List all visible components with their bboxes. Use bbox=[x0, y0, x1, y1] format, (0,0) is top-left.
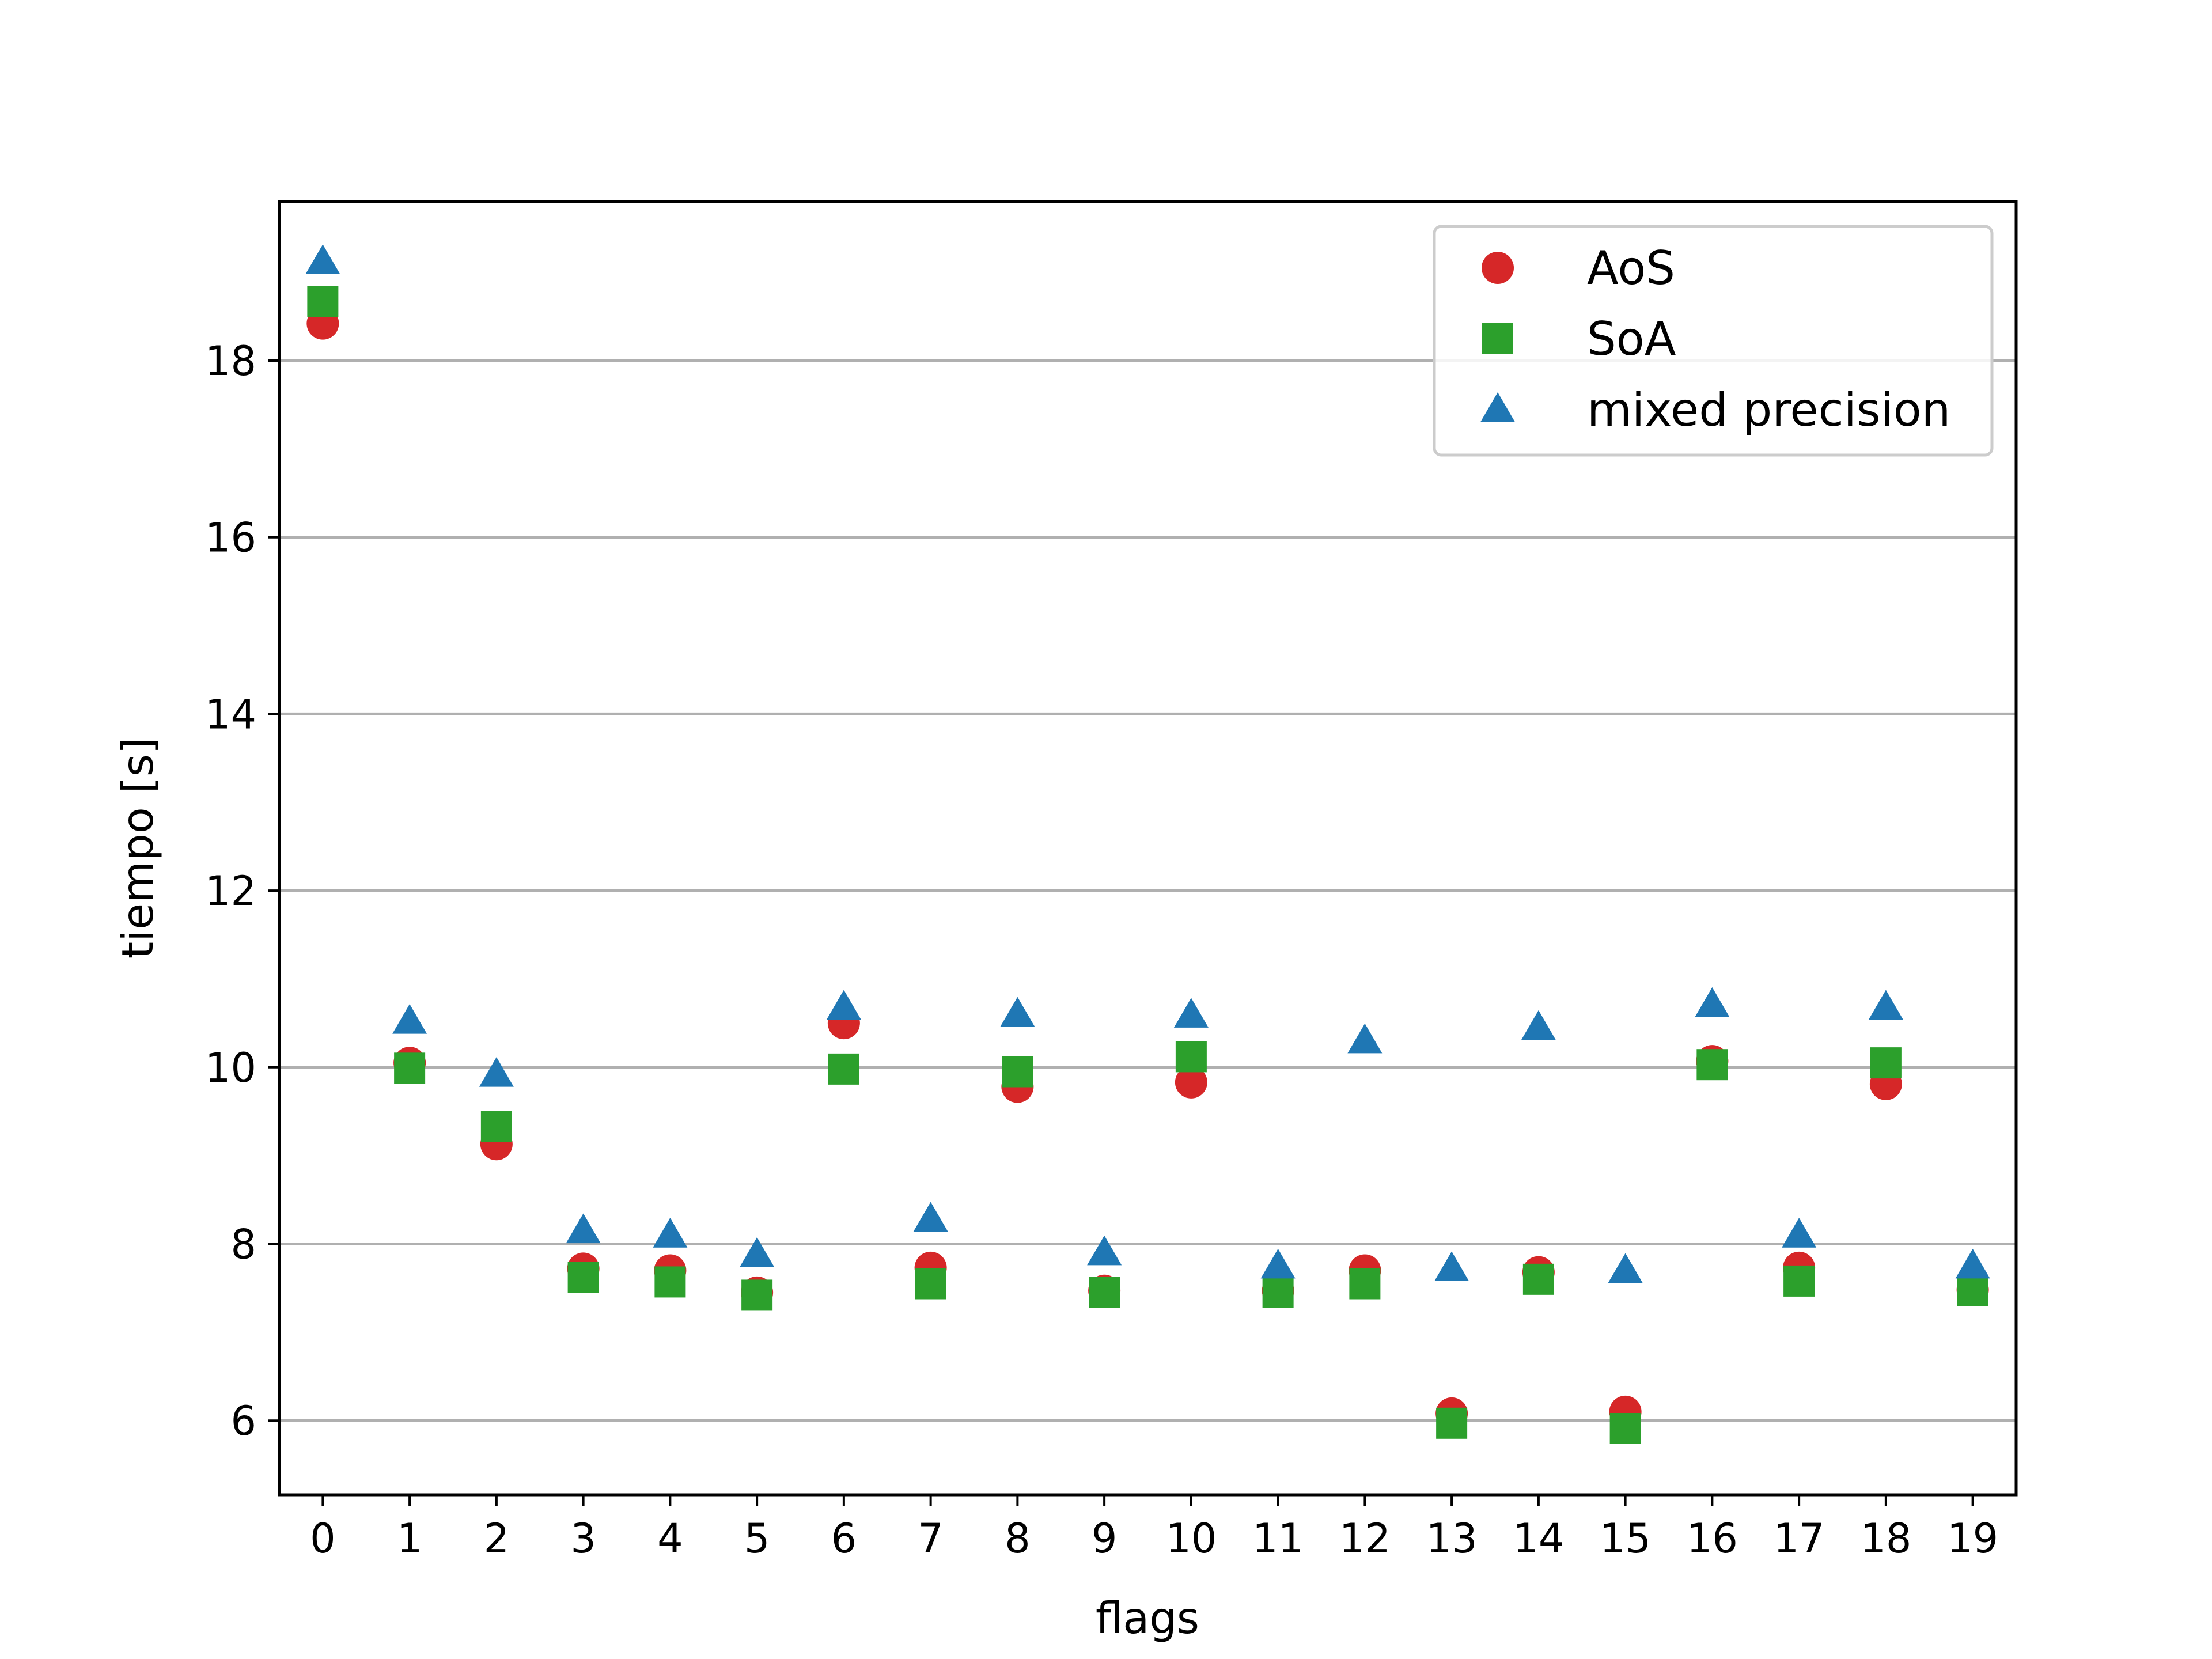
x-tick-label: 1 bbox=[397, 1515, 423, 1562]
legend-label: AoS bbox=[1587, 241, 1675, 295]
x-tick-label: 16 bbox=[1687, 1515, 1738, 1562]
x-tick-label: 3 bbox=[570, 1515, 596, 1562]
data-point bbox=[305, 244, 340, 274]
data-point bbox=[1175, 1041, 1207, 1073]
x-axis-label: flags bbox=[1096, 1593, 1199, 1643]
data-point bbox=[479, 1057, 514, 1087]
x-tick-label: 13 bbox=[1426, 1515, 1478, 1562]
x-tick-label: 0 bbox=[310, 1515, 336, 1562]
data-point bbox=[1436, 1407, 1468, 1439]
data-points bbox=[305, 244, 1990, 1444]
series-soa bbox=[307, 286, 1988, 1444]
data-point bbox=[1522, 1263, 1554, 1295]
legend-marker-circle bbox=[1482, 252, 1514, 284]
data-point bbox=[1868, 990, 1903, 1020]
data-point bbox=[1783, 1265, 1815, 1297]
data-point bbox=[394, 1052, 426, 1084]
data-point bbox=[654, 1266, 686, 1298]
x-tick-label: 19 bbox=[1947, 1515, 1998, 1562]
data-point bbox=[740, 1237, 775, 1267]
data-point bbox=[1175, 1066, 1207, 1099]
data-point bbox=[1349, 1268, 1381, 1300]
data-point bbox=[1000, 997, 1035, 1027]
legend: AoS SoA mixed precision bbox=[1433, 225, 1994, 457]
data-point bbox=[1087, 1235, 1122, 1266]
legend-box bbox=[1433, 225, 1994, 457]
legend-marker-square bbox=[1482, 323, 1513, 354]
data-point bbox=[307, 286, 339, 317]
y-tick-label: 14 bbox=[205, 691, 256, 738]
y-axis-ticks: 6 8 10 12 14 16 18 bbox=[205, 338, 279, 1445]
data-point bbox=[566, 1213, 601, 1244]
data-point bbox=[741, 1279, 773, 1311]
data-point bbox=[567, 1262, 599, 1293]
x-tick-label: 15 bbox=[1600, 1515, 1651, 1562]
data-point bbox=[1260, 1248, 1296, 1279]
x-tick-label: 12 bbox=[1339, 1515, 1391, 1562]
x-tick-label: 9 bbox=[1092, 1515, 1118, 1562]
data-point bbox=[1696, 1049, 1728, 1081]
data-point bbox=[1434, 1251, 1469, 1282]
data-point bbox=[1002, 1056, 1033, 1088]
data-point bbox=[480, 1111, 512, 1142]
data-point bbox=[1870, 1047, 1902, 1079]
data-point bbox=[915, 1268, 946, 1300]
x-axis-ticks: 0 1 2 3 4 5 6 7 8 9 10 11 12 13 14 15 16 17 18 19 bbox=[310, 1495, 1998, 1562]
data-point bbox=[1957, 1275, 1988, 1306]
x-tick-label: 14 bbox=[1513, 1515, 1564, 1562]
y-tick-label: 8 bbox=[230, 1221, 256, 1268]
y-tick-label: 12 bbox=[205, 868, 256, 915]
data-point bbox=[1173, 998, 1209, 1028]
x-tick-label: 17 bbox=[1774, 1515, 1825, 1562]
data-point bbox=[1695, 987, 1730, 1017]
x-tick-label: 5 bbox=[744, 1515, 770, 1562]
data-point bbox=[653, 1218, 688, 1248]
x-tick-label: 11 bbox=[1252, 1515, 1304, 1562]
legend-label: SoA bbox=[1587, 312, 1676, 366]
series-mixed-precision bbox=[305, 244, 1990, 1283]
data-point bbox=[1347, 1023, 1382, 1054]
y-tick-label: 6 bbox=[230, 1397, 256, 1445]
data-point bbox=[1521, 1010, 1556, 1040]
data-point bbox=[913, 1202, 948, 1232]
data-point bbox=[1782, 1218, 1817, 1248]
x-tick-label: 4 bbox=[657, 1515, 683, 1562]
x-tick-label: 8 bbox=[1005, 1515, 1031, 1562]
data-point bbox=[1262, 1277, 1294, 1308]
data-point bbox=[828, 1053, 859, 1085]
x-tick-label: 7 bbox=[918, 1515, 944, 1562]
legend-label: mixed precision bbox=[1587, 383, 1950, 437]
x-tick-label: 2 bbox=[484, 1515, 510, 1562]
data-point bbox=[1089, 1277, 1120, 1308]
x-tick-label: 6 bbox=[831, 1515, 857, 1562]
x-tick-label: 18 bbox=[1860, 1515, 1911, 1562]
x-tick-label: 10 bbox=[1165, 1515, 1217, 1562]
data-point bbox=[1608, 1253, 1643, 1283]
data-point bbox=[1955, 1248, 1990, 1279]
data-point bbox=[392, 1004, 427, 1034]
data-point bbox=[1609, 1412, 1641, 1444]
data-point bbox=[826, 990, 861, 1020]
legend-marker-triangle bbox=[1480, 392, 1515, 422]
plot-frame bbox=[278, 200, 2018, 1497]
y-tick-label: 18 bbox=[205, 338, 256, 385]
y-tick-label: 10 bbox=[205, 1044, 256, 1092]
y-axis-label: tiempo [s] bbox=[112, 737, 163, 959]
y-tick-label: 16 bbox=[205, 514, 256, 562]
